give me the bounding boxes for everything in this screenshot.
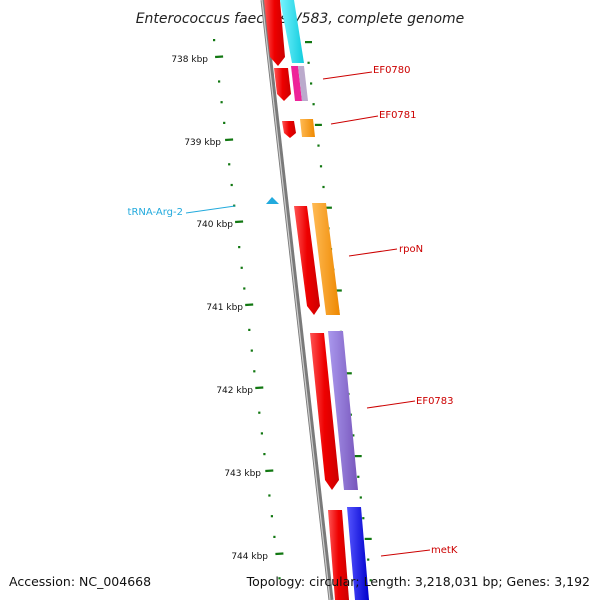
outer-tick <box>344 372 352 375</box>
gene-label-ef0783: EF0783 <box>416 396 454 407</box>
gene-label-metk: metK <box>431 545 458 556</box>
inner-tick <box>213 39 216 42</box>
scale-labels: 738 kbp 739 kbp 740 kbp 741 kbp 742 kbp … <box>171 55 268 562</box>
inner-tick <box>278 577 281 580</box>
scale-label: 743 kbp <box>224 469 261 479</box>
inner-tick <box>248 328 251 331</box>
accession-text: Accession: NC_004668 <box>9 574 151 589</box>
cog-box-purple <box>328 331 358 490</box>
scale-label: 744 kbp <box>231 552 268 562</box>
gene-label-ef0781: EF0781 <box>379 110 417 121</box>
gene-label-leaders <box>322 71 431 557</box>
gene-label-ef0780: EF0780 <box>373 65 411 76</box>
inner-tick <box>253 370 256 373</box>
trna-marker <box>266 197 279 204</box>
major-tick <box>275 552 284 556</box>
cds-arrow-ef0781 <box>282 121 296 138</box>
scale-label: 738 kbp <box>171 55 208 65</box>
scale-label: 742 kbp <box>216 386 253 396</box>
cds-arrow-ef0780 <box>274 68 291 101</box>
inner-tick <box>260 432 263 435</box>
cog-box-orange-rpon <box>312 203 340 315</box>
cds-arrow-ef0779 <box>264 0 285 66</box>
cds-arrow-rpon <box>294 206 320 315</box>
inner-tick <box>270 515 273 518</box>
cog-box-pink <box>291 66 302 101</box>
outer-tick <box>359 496 362 499</box>
inner-tick <box>238 246 241 249</box>
inner-tick <box>228 163 231 166</box>
outer-tick <box>322 185 325 189</box>
cog-box-blue <box>347 507 369 600</box>
outer-tick <box>354 455 362 458</box>
inner-tick <box>268 494 271 497</box>
scale-label: 741 kbp <box>206 303 243 313</box>
major-tick <box>215 55 224 59</box>
leader-trna <box>185 205 236 214</box>
outer-tick <box>367 558 370 561</box>
cds-arrow-ef0783 <box>310 333 339 490</box>
inner-tick <box>230 183 233 187</box>
outer-tick <box>317 144 320 147</box>
scale-label: 739 kbp <box>184 138 221 148</box>
inner-tick-track <box>213 39 284 580</box>
outer-tick <box>312 103 315 106</box>
inner-tick <box>258 411 261 414</box>
major-tick <box>255 386 264 390</box>
cog-box-cyan <box>280 0 304 63</box>
outer-tick <box>362 517 365 520</box>
outer-tick <box>357 475 360 478</box>
major-tick <box>225 138 234 142</box>
leader-ef0780 <box>322 71 373 80</box>
outer-tick <box>310 82 313 85</box>
inner-tick <box>250 349 253 352</box>
leader-ef0783 <box>366 400 416 409</box>
inner-tick <box>218 80 221 83</box>
major-tick <box>265 469 274 473</box>
gene-labels: EF0780 EF0781 rpoN EF0783 metK <box>373 65 458 556</box>
inner-tick <box>240 266 243 269</box>
outer-tick <box>364 537 372 540</box>
outer-tick <box>305 41 312 44</box>
cog-box-orange-small <box>300 119 315 137</box>
inner-tick <box>263 453 266 456</box>
leader-metk <box>380 549 431 557</box>
leader-rpon <box>348 248 398 257</box>
major-tick <box>235 220 244 224</box>
outer-tick <box>369 579 372 582</box>
major-tick <box>245 303 254 307</box>
inner-tick <box>223 121 226 124</box>
leader-ef0781 <box>330 115 379 125</box>
inner-tick <box>243 287 246 290</box>
outer-tick <box>352 434 355 437</box>
scale-label: 740 kbp <box>196 220 233 230</box>
cog-box-lavender <box>298 66 308 101</box>
genome-summary-text: Topology: circular; Length: 3,218,031 bp… <box>246 574 590 589</box>
map-title: Enterococcus faecalis V583, complete gen… <box>136 11 465 27</box>
genome-backbone <box>260 0 334 600</box>
outer-tick <box>314 123 322 126</box>
cds-arrow-metk <box>328 510 349 600</box>
trna-label: tRNA-Arg-2 <box>128 207 183 218</box>
genome-backbone-highlight <box>261 0 331 600</box>
outer-tick <box>334 289 342 292</box>
gene-label-rpon: rpoN <box>399 244 423 255</box>
outer-tick <box>307 61 310 64</box>
inner-tick <box>220 101 223 104</box>
inner-tick <box>273 535 276 538</box>
outer-tick <box>319 165 323 168</box>
outer-tick <box>324 206 332 209</box>
